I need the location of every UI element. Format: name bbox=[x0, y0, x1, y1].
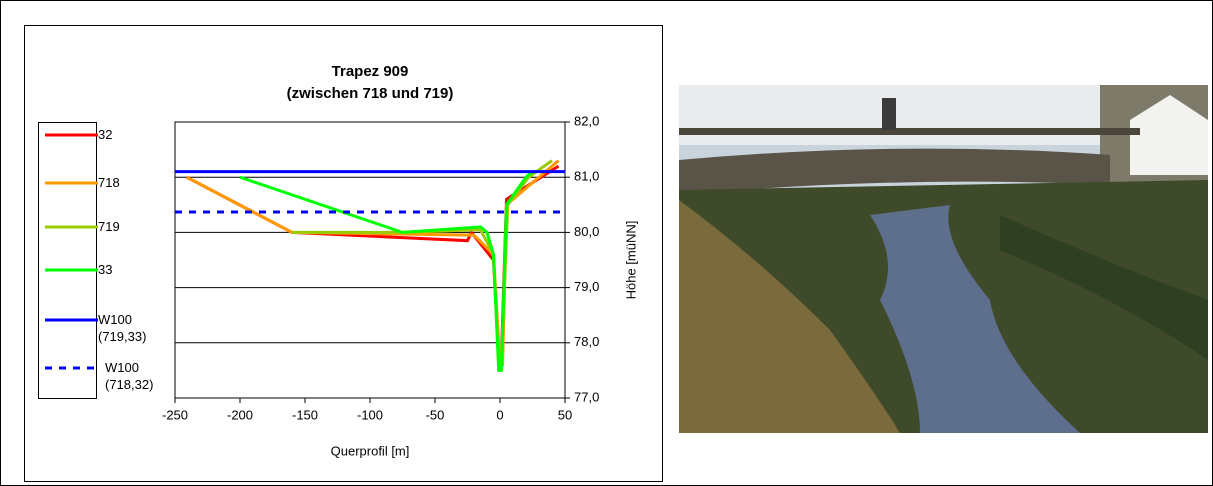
x-axis-label: Querprofil [m] bbox=[331, 443, 410, 458]
y-axis-label: Höhe [müNN] bbox=[623, 221, 638, 300]
legend-label: W100 (718,32) bbox=[105, 360, 154, 392]
x-tick-label: -200 bbox=[227, 407, 253, 422]
x-tick-label: -150 bbox=[292, 407, 318, 422]
y-tick-label: 81,0 bbox=[574, 169, 599, 184]
photo bbox=[679, 85, 1208, 433]
x-tick-label: -100 bbox=[357, 407, 383, 422]
legend-label: 719 bbox=[98, 219, 120, 234]
x-tick-label: -250 bbox=[162, 407, 188, 422]
y-tick-label: 82,0 bbox=[574, 113, 599, 128]
y-tick-label: 78,0 bbox=[574, 334, 599, 349]
chart-subtitle: (zwischen 718 und 719) bbox=[287, 85, 454, 102]
legend-label: 718 bbox=[98, 175, 120, 190]
legend-label: 32 bbox=[98, 127, 113, 142]
series-line bbox=[239, 170, 534, 372]
x-tick-label: -50 bbox=[426, 407, 445, 422]
x-tick-label: 0 bbox=[496, 407, 503, 422]
legend-label: W100 (719,33) bbox=[98, 312, 147, 344]
legend-box bbox=[38, 122, 97, 399]
x-tick-label: 50 bbox=[558, 407, 572, 422]
y-tick-label: 77,0 bbox=[574, 389, 599, 404]
legend-label: 33 bbox=[98, 262, 113, 277]
chart-title: Trapez 909 bbox=[332, 63, 409, 80]
y-tick-label: 80,0 bbox=[574, 224, 599, 239]
y-tick-label: 79,0 bbox=[574, 279, 599, 294]
